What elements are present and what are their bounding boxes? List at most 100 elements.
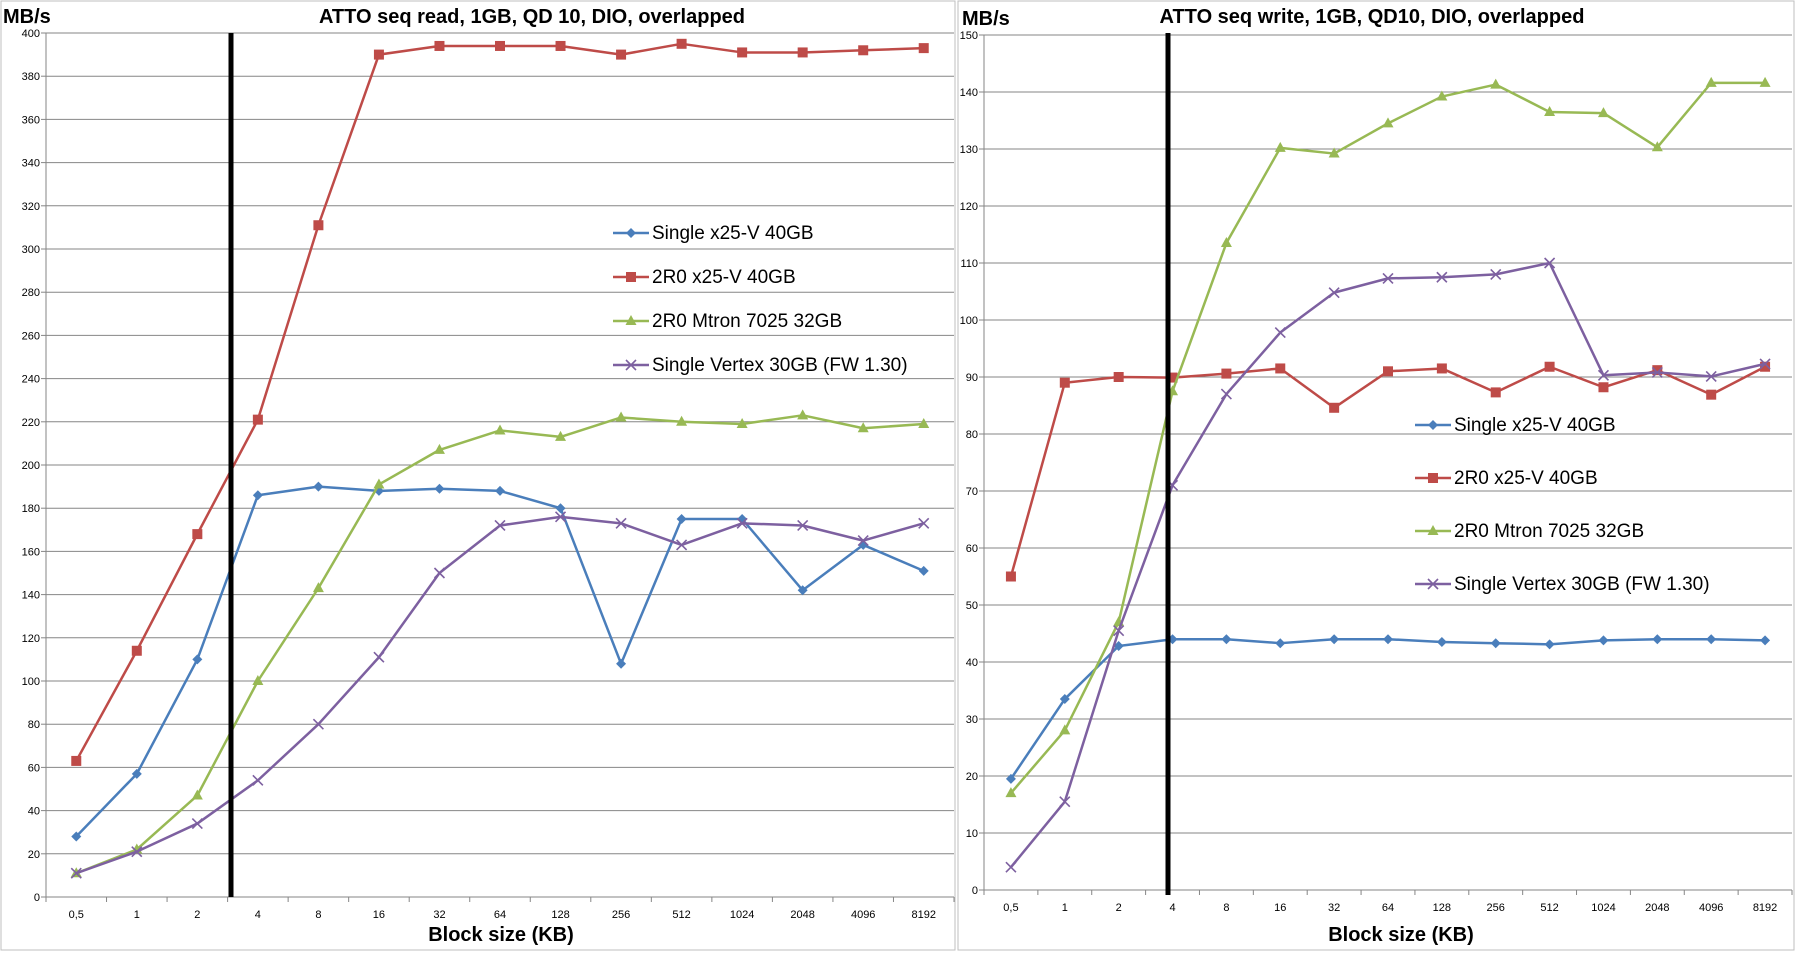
- write-chart-y-ticks: 0 10 20 30 40 50 60 70 80 90 100 110 120 130 140 150: [960, 30, 978, 897]
- data-point: [71, 831, 82, 842]
- data-point: [676, 539, 688, 551]
- data-point: [495, 485, 505, 496]
- data-point: [1490, 78, 1502, 89]
- data-point: [252, 675, 264, 685]
- y-tick-label: 150: [960, 30, 978, 42]
- y-tick-label: 20: [966, 771, 978, 783]
- data-point: [131, 645, 142, 656]
- data-point: [918, 417, 930, 428]
- x-tick-label: 4096: [851, 909, 875, 921]
- data-point: [71, 755, 82, 766]
- data-point: [495, 40, 505, 51]
- x-tick-label: 4: [1169, 902, 1175, 914]
- data-point: [555, 430, 567, 441]
- y-tick-label: 60: [966, 543, 978, 555]
- data-point: [1220, 237, 1232, 248]
- x-tick-label: 1: [134, 909, 140, 921]
- x-tick-label: 32: [433, 909, 445, 921]
- read-chart-x-ticks: 0,5 1 2 4 8 16 32 64 128 256 512 1024 2048 4096 8192: [69, 909, 936, 921]
- data-point: [1221, 634, 1232, 645]
- data-point: [615, 411, 627, 422]
- data-point: [252, 490, 263, 501]
- legend-marker: [625, 359, 637, 371]
- legend-marker: [1428, 473, 1438, 483]
- read-chart-legend: Single x25-V 40GB 2R0 x25-V 40GB 2R0 Mtron…: [613, 223, 908, 376]
- write-chart-x-label: Block size (KB): [1328, 924, 1474, 946]
- data-point: [1383, 366, 1393, 377]
- y-tick-label: 100: [22, 676, 40, 688]
- data-point: [433, 567, 446, 579]
- y-tick-label: 40: [28, 806, 40, 818]
- x-tick-label: 512: [672, 909, 690, 921]
- data-point: [616, 49, 627, 60]
- data-point: [1275, 363, 1286, 374]
- legend-marker: [626, 228, 636, 238]
- data-point: [373, 478, 385, 489]
- data-point: [1005, 861, 1017, 873]
- y-tick-label: 50: [966, 600, 978, 612]
- x-tick-label: 64: [1382, 902, 1394, 914]
- legend-label: 2R0 x25-V 40GB: [1454, 468, 1598, 489]
- read-chart-series: [70, 38, 930, 879]
- y-tick-label: 360: [22, 114, 40, 126]
- data-point: [555, 40, 566, 51]
- y-tick-label: 0: [34, 892, 40, 904]
- y-tick-label: 180: [22, 503, 40, 515]
- data-point: [1598, 382, 1609, 393]
- y-tick-label: 110: [960, 258, 978, 270]
- y-tick-label: 120: [22, 633, 40, 645]
- data-point: [1005, 787, 1017, 798]
- write-chart-frame: [957, 0, 1795, 951]
- data-point: [313, 481, 324, 492]
- data-point: [1005, 773, 1016, 784]
- data-point: [1383, 634, 1393, 645]
- legend-marker: [626, 272, 636, 282]
- data-point: [433, 443, 445, 454]
- data-point: [1328, 147, 1340, 158]
- data-point: [70, 867, 82, 879]
- x-tick-label: 32: [1328, 902, 1340, 914]
- y-tick-label: 10: [966, 828, 978, 840]
- legend-label: Single Vertex 30GB (FW 1.30): [652, 355, 908, 376]
- data-point: [192, 654, 203, 665]
- data-point: [616, 658, 627, 669]
- x-tick-label: 64: [494, 909, 506, 921]
- y-tick-label: 60: [28, 762, 40, 774]
- data-point: [252, 414, 263, 425]
- y-tick-label: 80: [28, 719, 40, 731]
- x-tick-label: 0,5: [1003, 902, 1018, 914]
- legend-label: Single x25-V 40GB: [652, 223, 814, 244]
- x-tick-label: 1: [1062, 902, 1068, 914]
- y-tick-label: 200: [22, 460, 40, 472]
- x-tick-label: 1024: [1591, 902, 1615, 914]
- legend-entry: Single Vertex 30GB (FW 1.30): [1415, 574, 1710, 595]
- y-tick-label: 160: [22, 546, 40, 558]
- x-tick-label: 8: [315, 909, 321, 921]
- x-tick-label: 2048: [790, 909, 814, 921]
- x-tick-label: 16: [1274, 902, 1286, 914]
- data-point: [1544, 361, 1555, 372]
- legend-entry: 2R0 x25-V 40GB: [613, 267, 796, 288]
- data-point: [736, 417, 748, 428]
- data-point: [1329, 634, 1340, 645]
- x-tick-label: 4096: [1699, 902, 1723, 914]
- read-chart-x-label: Block size (KB): [428, 924, 574, 946]
- data-point: [131, 768, 142, 779]
- data-point: [1490, 387, 1501, 398]
- data-point: [797, 409, 809, 420]
- data-point: [858, 45, 869, 56]
- x-tick-label: 8: [1223, 902, 1229, 914]
- data-point: [797, 47, 808, 58]
- write-chart-series: [1005, 76, 1771, 873]
- x-tick-label: 512: [1540, 902, 1558, 914]
- data-point: [373, 49, 384, 60]
- y-tick-label: 340: [22, 158, 40, 170]
- data-point: [1597, 369, 1610, 381]
- data-point: [312, 718, 324, 730]
- data-point: [494, 519, 506, 532]
- y-tick-label: 30: [966, 714, 978, 726]
- x-tick-label: 256: [1487, 902, 1505, 914]
- y-tick-label: 100: [960, 315, 978, 327]
- legend-entry: Single Vertex 30GB (FW 1.30): [613, 355, 908, 376]
- y-tick-label: 20: [28, 849, 40, 861]
